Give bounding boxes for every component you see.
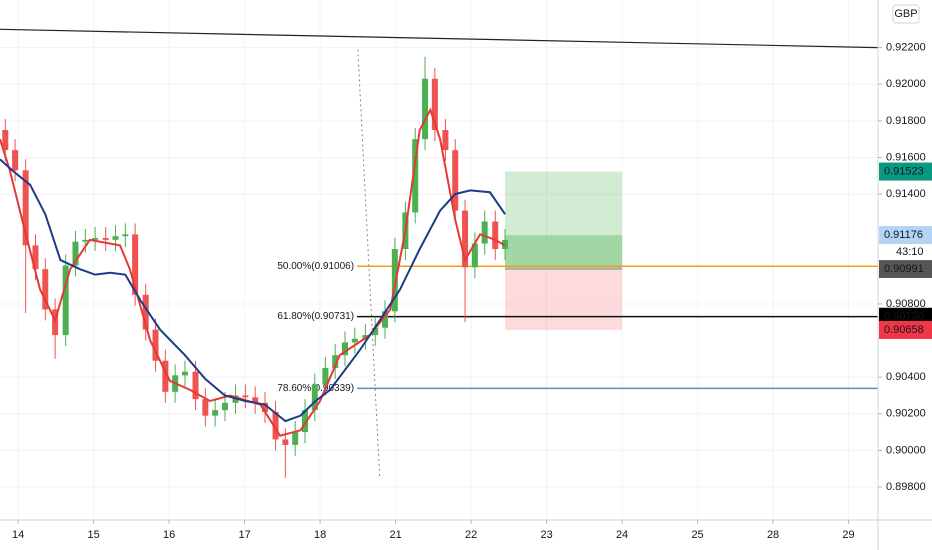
candle-body <box>192 371 199 400</box>
candle-body <box>431 78 438 130</box>
candle-body <box>471 243 478 268</box>
candle-body <box>112 236 119 240</box>
x-tick-label: 29 <box>842 529 854 541</box>
candle-body <box>132 234 139 295</box>
candle-body <box>2 130 9 151</box>
x-tick-label: 18 <box>314 529 326 541</box>
y-tick-label: 0.92200 <box>886 42 926 54</box>
candle-body <box>332 355 339 369</box>
candle-body <box>261 402 268 412</box>
candle-body <box>42 269 49 310</box>
candle-body <box>481 221 488 244</box>
y-tick-label: 0.92000 <box>886 78 926 90</box>
candle-body <box>181 371 188 376</box>
y-tick-label: 0.89800 <box>886 481 926 493</box>
x-tick-label: 22 <box>465 529 477 541</box>
price-badge-label: 0.90991 <box>884 263 924 275</box>
candle-body <box>301 410 308 433</box>
candle-body <box>322 368 329 385</box>
candle-body <box>82 239 89 242</box>
candle-body <box>272 411 279 440</box>
candle-body <box>422 78 429 140</box>
candle-body <box>242 395 249 398</box>
moving-average <box>0 158 506 423</box>
candle-body <box>212 410 219 416</box>
y-tick-label: 0.90400 <box>886 371 926 383</box>
open-profit <box>505 235 623 269</box>
x-tick-label: 23 <box>540 529 552 541</box>
x-tick-label: 14 <box>12 529 24 541</box>
candle-body <box>292 432 299 445</box>
x-tick-label: 15 <box>87 529 99 541</box>
loss-zone <box>505 268 623 330</box>
candle-body <box>342 342 349 356</box>
y-tick-label: 0.90000 <box>886 444 926 456</box>
candle-body <box>221 402 228 411</box>
candle-body <box>391 249 398 312</box>
y-tick-label: 0.90800 <box>886 298 926 310</box>
moving-average <box>0 107 506 437</box>
countdown: 43:10 <box>896 246 924 258</box>
candle-body <box>442 130 449 151</box>
candle-body <box>452 150 459 211</box>
currency-box[interactable] <box>892 4 920 24</box>
candle-body <box>72 241 79 266</box>
price-badge <box>879 226 932 245</box>
x-tick-label: 17 <box>238 529 250 541</box>
profit-zone <box>505 171 623 269</box>
price-badge-label: 0.91523 <box>884 165 924 177</box>
x-tick-label: 28 <box>767 529 779 541</box>
candle-body <box>412 139 419 213</box>
y-tick-label: 0.91800 <box>886 115 926 127</box>
x-tick-label: 16 <box>163 529 175 541</box>
price-badge-label: 0.91176 <box>884 229 923 241</box>
currency: GBP <box>894 8 917 20</box>
candle-body <box>382 311 389 328</box>
candle-body <box>12 150 19 171</box>
candle-body <box>372 327 379 336</box>
x-tick-label: 21 <box>389 529 401 541</box>
x-tick-label: 25 <box>691 529 703 541</box>
candle-body <box>311 384 318 411</box>
candle-body <box>62 265 69 336</box>
fib-label: 61.80%(0.90731) <box>277 311 354 322</box>
candle-body <box>252 397 259 403</box>
candle-body <box>162 360 169 392</box>
candle-body <box>152 329 159 361</box>
candle-body <box>22 170 29 246</box>
candle-body <box>462 210 469 268</box>
fib-label: 50.00%(0.91006) <box>277 261 354 272</box>
y-tick-label: 0.91600 <box>886 151 926 163</box>
candle-body <box>202 399 209 416</box>
price-badge <box>879 259 932 278</box>
trend-line <box>0 28 879 49</box>
candle-body <box>122 234 129 237</box>
candle-body <box>92 238 99 240</box>
y-tick-label: 0.91400 <box>886 188 926 200</box>
price-badge-label: 0.90658 <box>884 324 924 336</box>
dotted-line <box>357 49 381 478</box>
candle-body <box>102 238 109 240</box>
price-badge-label: 0.90730 <box>884 311 924 323</box>
candle-body <box>142 294 149 330</box>
countdown-box <box>879 244 932 261</box>
candle-body <box>492 221 499 250</box>
candle-body <box>282 439 289 445</box>
x-tick-label: 24 <box>616 529 628 541</box>
price-badge <box>879 320 932 339</box>
candle-body <box>32 245 39 270</box>
price-badge <box>879 162 932 181</box>
y-tick-label: 0.90200 <box>886 408 926 420</box>
candle-body <box>351 338 358 343</box>
